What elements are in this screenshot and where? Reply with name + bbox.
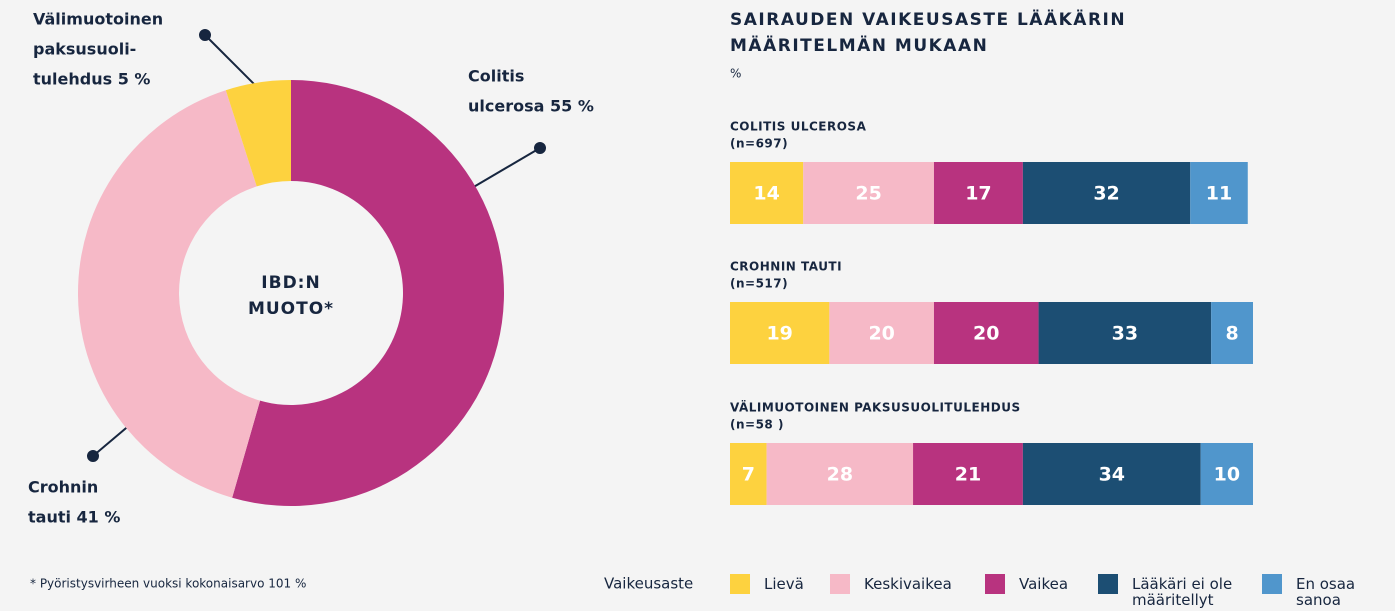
legend-title: Vaikeusaste: [604, 575, 693, 593]
bar-segment: [1211, 302, 1253, 364]
value-label: 19: [766, 323, 792, 345]
donut-slice: [232, 80, 505, 506]
value-label: 28: [827, 464, 853, 486]
category-label: COLITIS ULCEROSA: [730, 120, 867, 134]
donut-slice: [77, 90, 261, 498]
bar-segment: [933, 302, 1039, 364]
value-label: 11: [1206, 183, 1232, 205]
leader-dot: [87, 450, 99, 462]
legend-label: Keskivaikea: [864, 575, 952, 593]
center-label: IBD:N: [261, 273, 320, 293]
value-label: 33: [1112, 323, 1138, 345]
value-label: 32: [1093, 183, 1119, 205]
legend-label: Vaikea: [1019, 575, 1069, 593]
value-label: 20: [868, 323, 894, 345]
bar-segment: [766, 443, 914, 505]
slice-label: Välimuotoinen: [33, 10, 163, 29]
subtitle: %: [730, 67, 741, 81]
footnote: * Pyöristysvirheen vuoksi kokonaisarvo 1…: [30, 577, 306, 591]
chart-title: MÄÄRITELMÄN MUKAAN: [730, 34, 988, 56]
legend-label: Lievä: [764, 575, 804, 593]
value-label: 8: [1225, 323, 1238, 345]
legend-label: En osaa sanoa: [1296, 575, 1356, 609]
category-label: (n=58 ): [730, 418, 784, 432]
value-label: 17: [965, 183, 991, 205]
category-label: CROHNIN TAUTI: [730, 260, 842, 274]
category-label: (n=517): [730, 277, 788, 291]
value-label: 34: [1099, 464, 1125, 486]
leader-dot: [534, 142, 546, 154]
value-label: 7: [742, 464, 755, 486]
bar-segment: [730, 162, 804, 224]
slice-label: Colitis: [468, 67, 524, 86]
bar-segment: [803, 162, 934, 224]
value-label: 25: [855, 183, 881, 205]
category-label: (n=697): [730, 137, 788, 151]
value-label: 21: [955, 464, 981, 486]
slice-label: tauti 41 %: [28, 508, 120, 527]
leader-dot: [199, 29, 211, 41]
slice-label: paksusuoli-: [33, 40, 136, 59]
donut: [77, 80, 505, 506]
legend-swatch: [830, 574, 850, 594]
slice-label: ulcerosa 55 %: [468, 97, 594, 116]
legend-swatch: [1098, 574, 1118, 594]
bar-segment: [1200, 443, 1253, 505]
bar-segment: [730, 302, 830, 364]
bar-segment: [933, 162, 1023, 224]
legend-swatch: [730, 574, 750, 594]
value-label: 14: [753, 183, 779, 205]
bar-segment: [829, 302, 934, 364]
bar-segment: [1022, 162, 1191, 224]
bar-segment: [913, 443, 1023, 505]
legend-swatch: [985, 574, 1005, 594]
legend-label: Lääkäri ei ole määritellyt: [1132, 575, 1233, 609]
value-label: 20: [973, 323, 999, 345]
slice-label: Crohnin: [28, 478, 98, 497]
bar-segment: [1038, 302, 1212, 364]
category-label: VÄLIMUOTOINEN PAKSUSUOLITULEHDUS: [730, 400, 1021, 415]
chart-title: SAIRAUDEN VAIKEUSASTE LÄÄKÄRIN: [730, 8, 1126, 30]
legend-swatch: [1262, 574, 1282, 594]
bar-segment: [730, 443, 767, 505]
bar-segment: [1190, 162, 1248, 224]
slice-label: tulehdus 5 %: [33, 70, 150, 89]
bar-segment: [1022, 443, 1201, 505]
value-label: 10: [1214, 464, 1240, 486]
center-label: MUOTO*: [248, 299, 334, 319]
donut-slice: [225, 80, 291, 187]
